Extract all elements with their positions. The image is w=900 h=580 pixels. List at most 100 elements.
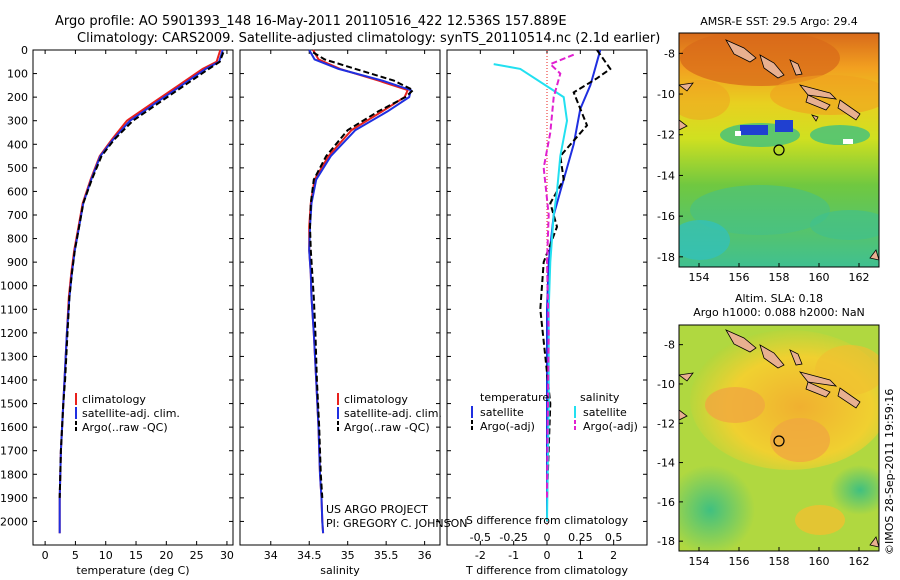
map-lat-tick-label: -8 <box>664 339 675 352</box>
difference-plot: -2 -1 0 1 2 -0.5 -0.25 0 0.25 0.5 <box>470 49 623 562</box>
depth-tick-label: 1700 <box>0 445 28 458</box>
series-line-argo-adj--temperature <box>539 49 612 498</box>
map-lat-tick-label: -18 <box>657 251 675 264</box>
temperature-plot: 0 5 10 15 20 25 30 <box>42 49 234 562</box>
map-lat-tick-label: -8 <box>664 47 675 60</box>
s-diff-tick-label: -0.25 <box>499 531 527 544</box>
x-tick-label: 2 <box>610 549 617 562</box>
series-line-satellite-temperature <box>546 49 602 522</box>
s-diff-tick-label: 0.25 <box>568 531 593 544</box>
map-lon-tick-label: 154 <box>689 555 710 568</box>
map-lon-tick-label: 158 <box>769 555 790 568</box>
depth-tick-label: 1400 <box>0 374 28 387</box>
sst-map-ticks: 154 156 158 160 162 -8 -10 -12 -14 -16 -18 <box>657 47 869 284</box>
x-tick-label: -2 <box>475 549 486 562</box>
map-lat-tick-label: -14 <box>657 457 675 470</box>
depth-tick-label: 900 <box>7 256 28 269</box>
x-tick-label: 34 <box>264 549 278 562</box>
depth-tick-label: 1300 <box>0 350 28 363</box>
legend-label-t-satellite: satellite <box>480 406 524 419</box>
legend-label-t-argo: Argo(-adj) <box>480 420 535 433</box>
header-title-line2: Climatology: CARS2009. Satellite-adjuste… <box>77 31 660 46</box>
x-tick-label: 35 <box>341 549 355 562</box>
x-tick-label: 36 <box>418 549 432 562</box>
map-lon-tick-label: 156 <box>729 555 750 568</box>
depth-tick-label: 200 <box>7 91 28 104</box>
depth-tick-label: 1900 <box>0 492 28 505</box>
legend-label-argo: Argo(..raw -QC) <box>82 421 168 434</box>
salinity-axis-label: salinity <box>320 564 360 577</box>
series-line-argo-raw-qc- <box>58 52 225 498</box>
legend-label-climatology: climatology <box>82 393 146 406</box>
map-lat-tick-label: -14 <box>657 169 675 182</box>
sla-argo-position-marker <box>773 435 785 447</box>
x-tick-label: 1 <box>577 549 584 562</box>
x-tick-label: 15 <box>129 549 143 562</box>
depth-tick-label: 1000 <box>0 280 28 293</box>
map-lat-tick-label: -12 <box>657 129 675 142</box>
sst-map-title: AMSR-E SST: 29.5 Argo: 29.4 <box>700 15 858 28</box>
legend-label-s-satellite: satellite <box>583 406 627 419</box>
depth-tick-label: 1800 <box>0 468 28 481</box>
map-lat-tick-label: -18 <box>657 535 675 548</box>
legend-label-climatology: climatology <box>344 393 408 406</box>
sla-map-title-line2: Argo h1000: 0.088 h2000: NaN <box>693 306 865 319</box>
map-lat-tick-label: -12 <box>657 417 675 430</box>
depth-tick-label: 300 <box>7 115 28 128</box>
x-tick-label: 5 <box>72 549 79 562</box>
legend-label-satellite: satellite-adj. clim. <box>344 407 442 420</box>
difference-legend: temperature salinity satellite Argo(-adj… <box>471 391 638 433</box>
depth-tick-label: 2000 <box>0 515 28 528</box>
series-line-satellite-salinity <box>493 63 569 522</box>
x-tick-label: -1 <box>508 549 519 562</box>
series-line-climatology <box>58 49 222 534</box>
temperature-axis-label: temperature (deg C) <box>76 564 189 577</box>
x-tick-label: 10 <box>99 549 113 562</box>
map-lon-tick-label: 162 <box>849 271 870 284</box>
depth-axis: 0 100 200 300 400 500 600 700 800 900 1000 1100 1200… <box>0 44 647 528</box>
credit-stamp: ©IMOS 28-Sep-2011 19:59:16 <box>883 389 896 555</box>
sst-argo-position-marker <box>773 144 785 156</box>
legend-label-s-argo: Argo(-adj) <box>583 420 638 433</box>
depth-tick-label: 1500 <box>0 398 28 411</box>
depth-tick-label: 0 <box>21 44 28 57</box>
series-line-argo-adj--salinity <box>542 53 575 498</box>
depth-tick-label: 1100 <box>0 303 28 316</box>
map-lat-tick-label: -16 <box>657 496 675 509</box>
x-tick-label: 20 <box>159 549 173 562</box>
temperature-legend: climatology satellite-adj. clim. Argo(..… <box>75 393 180 434</box>
legend-label-satellite: satellite-adj. clim. <box>82 407 180 420</box>
x-tick-label: 30 <box>220 549 234 562</box>
legend-group-salinity: salinity <box>580 391 620 404</box>
t-difference-axis-label: T difference from climatology <box>465 564 628 577</box>
depth-tick-label: 800 <box>7 233 28 246</box>
map-lon-tick-label: 160 <box>809 555 830 568</box>
map-lon-tick-label: 158 <box>769 271 790 284</box>
header-title-line1: Argo profile: AO 5901393_148 16-May-2011… <box>55 14 567 29</box>
sla-map-image <box>679 325 879 551</box>
x-tick-label: 34.5 <box>297 549 322 562</box>
map-lat-tick-label: -10 <box>657 88 675 101</box>
s-diff-tick-label: 0.5 <box>605 531 623 544</box>
x-tick-label: 0 <box>42 549 49 562</box>
depth-tick-label: 400 <box>7 138 28 151</box>
depth-tick-label: 700 <box>7 209 28 222</box>
s-diff-tick-label: -0.5 <box>470 531 491 544</box>
sla-map-ticks: 154 156 158 160 162 -8 -10 -12 -14 -16 -18 <box>657 339 869 568</box>
salinity-plot: 34 34.5 35 35.5 36 <box>264 49 432 562</box>
legend-label-argo: Argo(..raw -QC) <box>344 421 430 434</box>
salinity-legend: climatology satellite-adj. clim. Argo(..… <box>337 393 442 434</box>
s-diff-tick-label: 0 <box>544 531 551 544</box>
x-tick-label: 0 <box>544 549 551 562</box>
map-lat-tick-label: -16 <box>657 210 675 223</box>
map-lat-tick-label: -10 <box>657 378 675 391</box>
s-difference-axis-label: S difference from climatology <box>466 514 629 527</box>
series-line-argo-raw-qc- <box>308 51 415 498</box>
depth-tick-label: 500 <box>7 162 28 175</box>
salinity-panel-frame <box>239 49 441 546</box>
series-line-satellite-adj-clim- <box>58 49 224 534</box>
legend-group-temperature: temperature <box>480 391 549 404</box>
sst-map-image <box>679 33 879 267</box>
depth-tick-label: 100 <box>7 68 28 81</box>
